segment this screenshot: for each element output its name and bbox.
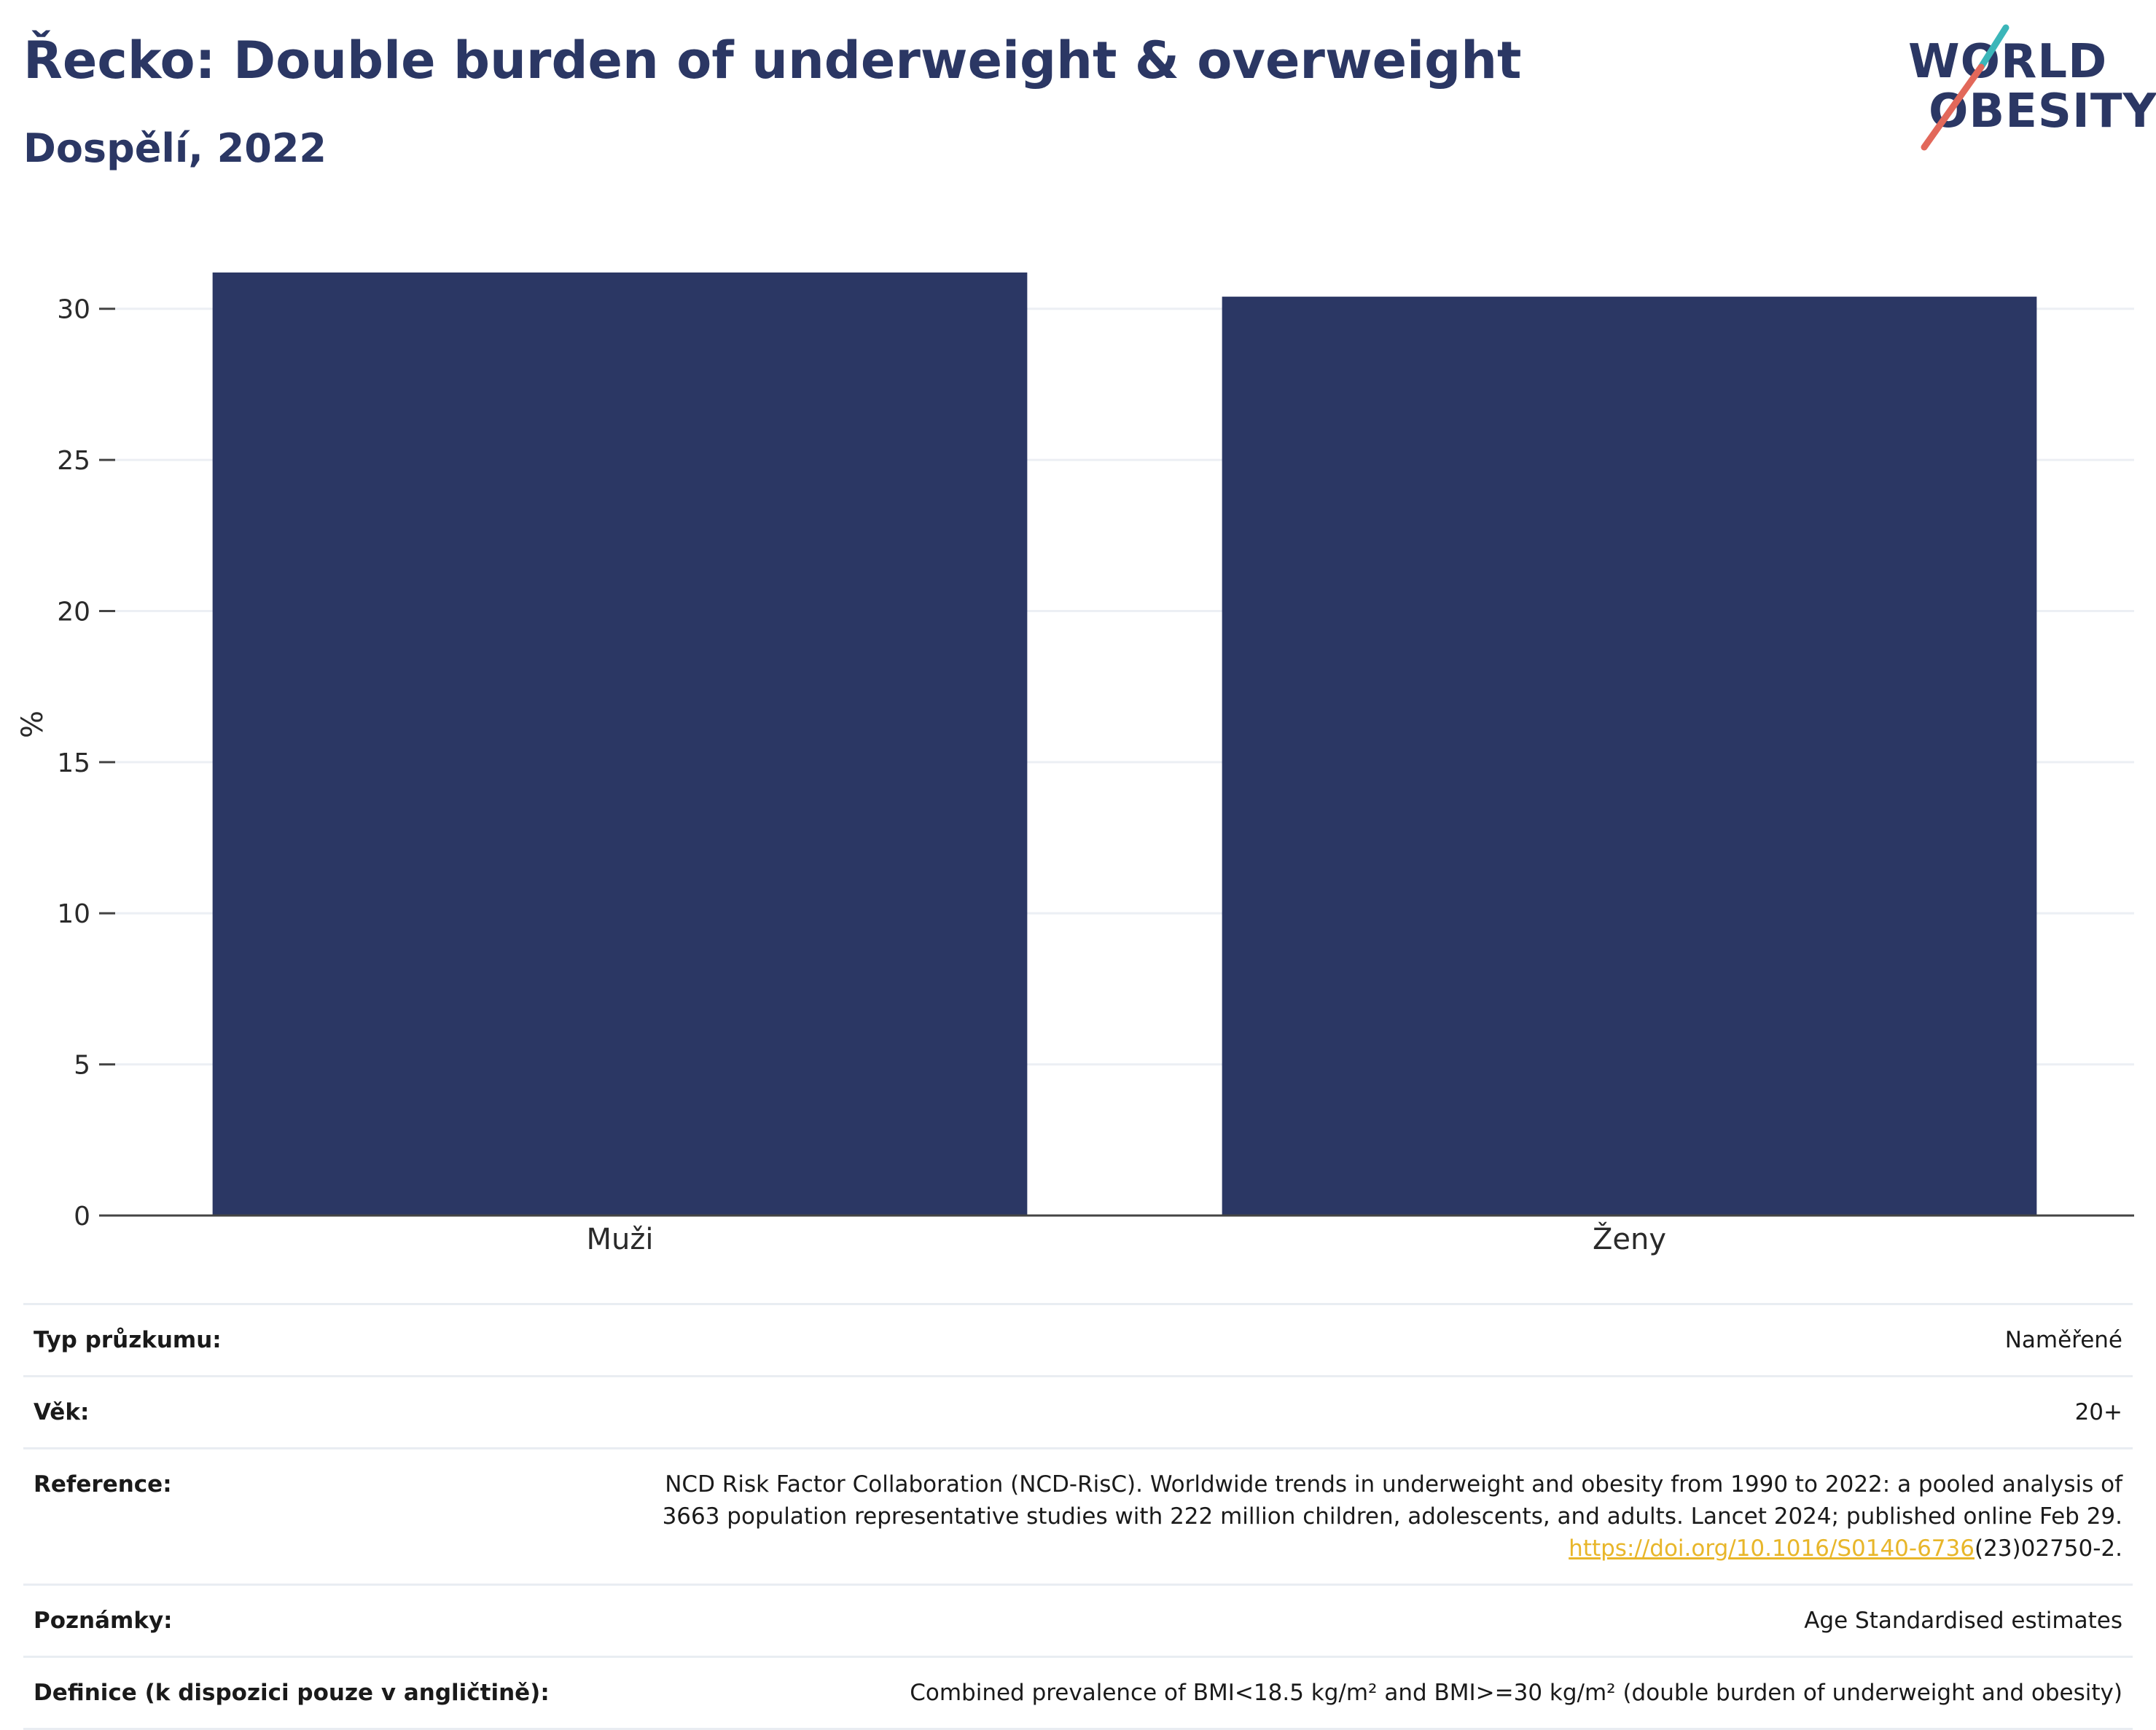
meta-key-definition: Definice (k dispozici pouze v angličtině…: [23, 1656, 598, 1730]
y-tick-label: 20: [57, 597, 90, 627]
reference-doi-tail: (23)02750-2.: [1974, 1535, 2122, 1562]
metadata-table: Typ průzkumu: Naměřené Věk: 20+ Referenc…: [23, 1303, 2133, 1730]
meta-value-reference: NCD Risk Factor Collaboration (NCD-RisC)…: [598, 1447, 2133, 1586]
meta-key-reference: Reference:: [23, 1447, 598, 1586]
table-row: Definice (k dispozici pouze v angličtině…: [23, 1656, 2133, 1730]
bars: [212, 272, 2037, 1216]
bar-men[interactable]: [212, 272, 1028, 1216]
reference-line-1: NCD Risk Factor Collaboration (NCD-RisC)…: [665, 1471, 2122, 1498]
table-row: Typ průzkumu: Naměřené: [23, 1303, 2133, 1377]
reference-line-3: https://doi.org/10.1016/S0140-6736(23)02…: [608, 1533, 2122, 1565]
logo-line-1: WORLD: [1908, 35, 2108, 89]
bar-chart: 0 5 10 15 20 25 30 Muži Ženy %: [16, 272, 2134, 1256]
table-row: Reference: NCD Risk Factor Collaboration…: [23, 1447, 2133, 1586]
x-tick-label: Muži: [587, 1223, 654, 1256]
x-axis-labels: Muži Ženy: [587, 1221, 1667, 1256]
y-tick-label: 10: [57, 899, 90, 929]
meta-key-notes: Poznámky:: [23, 1584, 598, 1658]
y-axis-label: %: [16, 711, 50, 738]
meta-value-notes: Age Standardised estimates: [598, 1584, 2133, 1658]
bar-women[interactable]: [1222, 297, 2037, 1216]
table-row: Věk: 20+: [23, 1375, 2133, 1449]
meta-value-age: 20+: [598, 1375, 2133, 1449]
table-row: Poznámky: Age Standardised estimates: [23, 1584, 2133, 1658]
y-axis-ticks: 0 5 10 15 20 25 30: [57, 295, 115, 1232]
meta-value-definition: Combined prevalence of BMI<18.5 kg/m² an…: [598, 1656, 2133, 1730]
world-obesity-logo: WORLD OBESITY: [1895, 22, 2156, 153]
meta-value-survey-type: Naměřené: [598, 1303, 2133, 1377]
y-tick-label: 15: [57, 748, 90, 778]
logo-slash-icon: [1921, 24, 2009, 151]
reference-doi-link[interactable]: https://doi.org/10.1016/S0140-6736: [1569, 1535, 1975, 1562]
y-tick-label: 5: [74, 1051, 90, 1081]
meta-key-age: Věk:: [23, 1375, 598, 1449]
y-tick-label: 25: [57, 446, 90, 476]
page-title: Řecko: Double burden of underweight & ov…: [23, 31, 1522, 90]
x-tick-label: Ženy: [1593, 1221, 1666, 1256]
y-tick-label: 0: [74, 1202, 90, 1232]
meta-key-survey-type: Typ průzkumu:: [23, 1303, 598, 1377]
reference-line-2: 3663 population representative studies w…: [662, 1503, 2122, 1530]
logo-line-2: OBESITY: [1929, 85, 2156, 138]
y-tick-label: 30: [57, 295, 90, 325]
page-subtitle: Dospělí, 2022: [23, 125, 327, 171]
